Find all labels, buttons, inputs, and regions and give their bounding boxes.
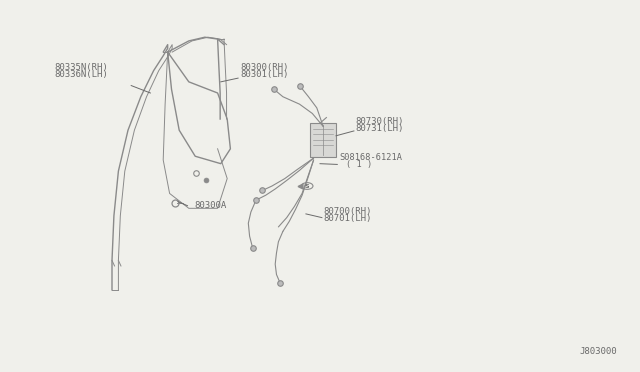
Text: 80700(RH): 80700(RH) (323, 206, 372, 215)
Text: S08168-6121A: S08168-6121A (339, 153, 402, 161)
Text: 80730(RH): 80730(RH) (355, 116, 404, 125)
Text: S: S (305, 183, 310, 189)
Text: 80701(LH): 80701(LH) (323, 214, 372, 223)
FancyBboxPatch shape (310, 123, 336, 157)
Text: 80300A: 80300A (194, 201, 226, 210)
Text: J803000: J803000 (580, 347, 617, 356)
Text: 80731(LH): 80731(LH) (355, 124, 404, 133)
Text: ( 1 ): ( 1 ) (346, 160, 372, 169)
Text: 80301(LH): 80301(LH) (240, 70, 289, 79)
Text: 80300(RH): 80300(RH) (240, 62, 289, 71)
Text: 80335N(RH): 80335N(RH) (54, 62, 108, 71)
Text: 80336N(LH): 80336N(LH) (54, 70, 108, 79)
